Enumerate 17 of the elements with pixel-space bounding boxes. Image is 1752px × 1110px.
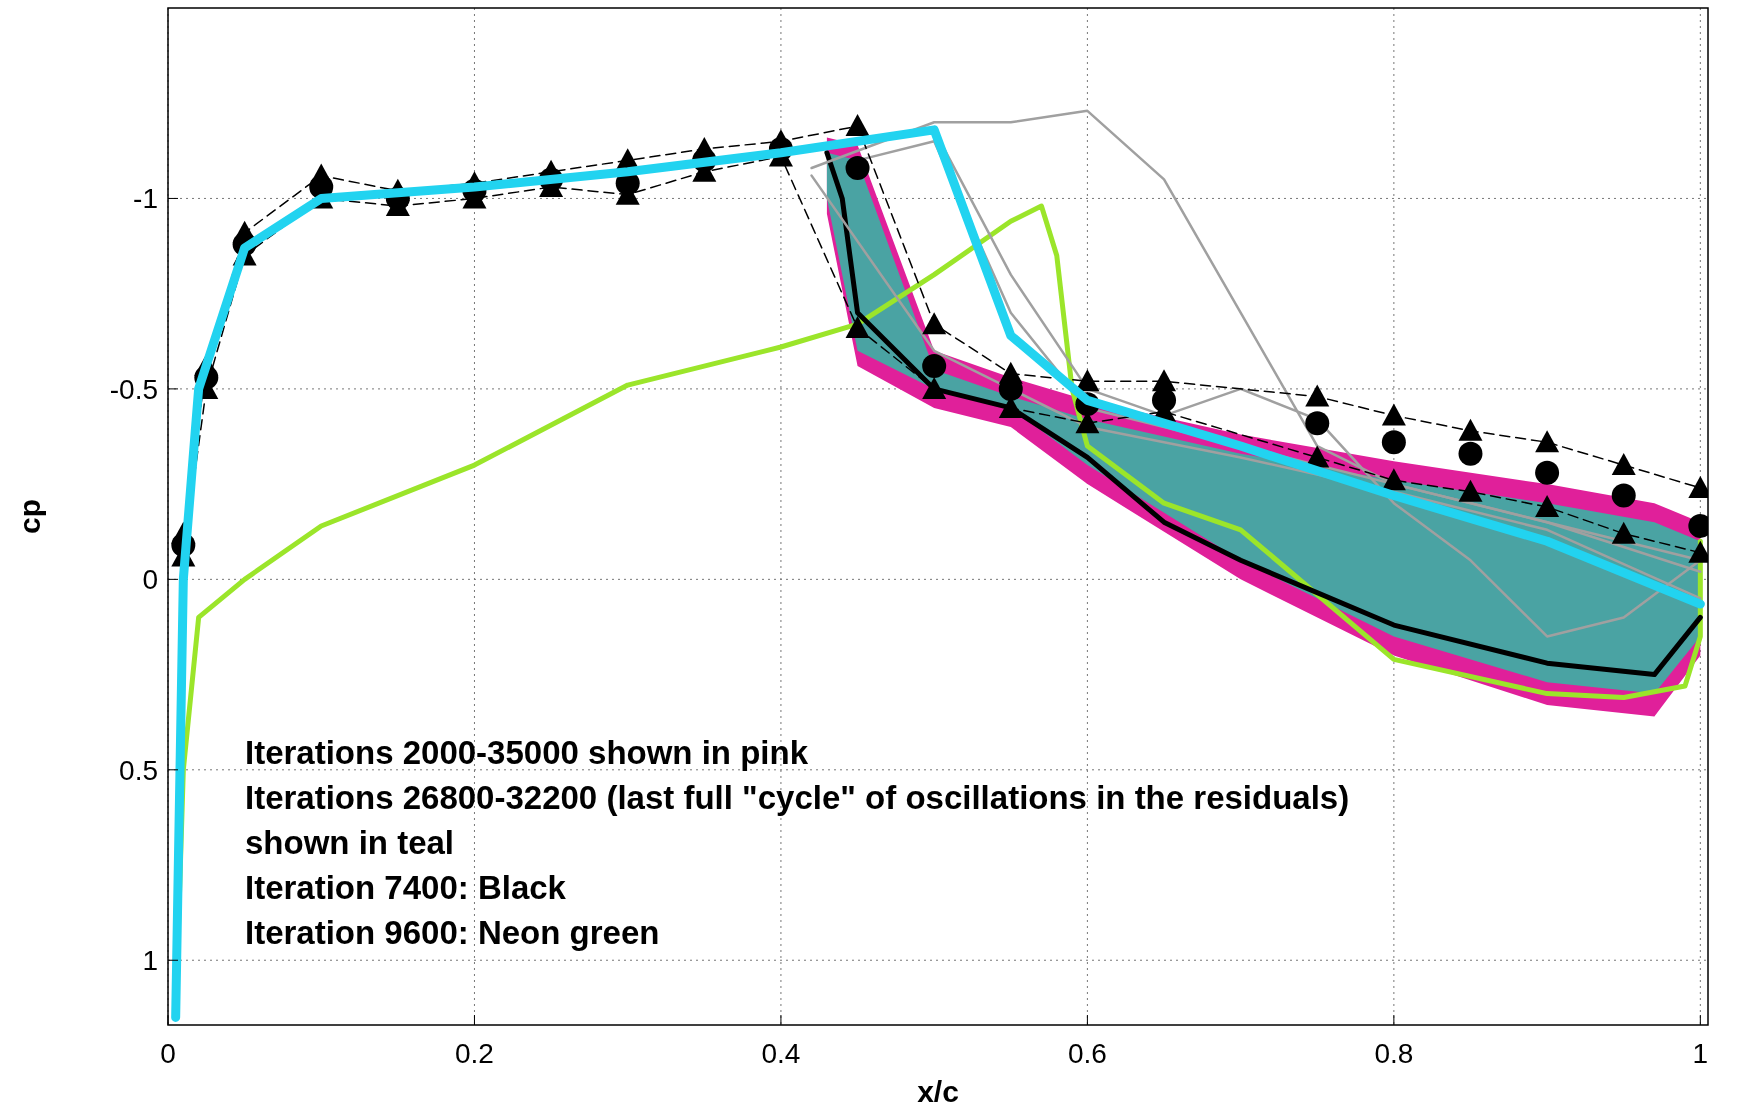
x-tick-label: 0.2 [455,1038,494,1069]
annotation: Iteration 9600: Neon green [245,914,660,951]
y-tick-label: -1 [133,183,158,215]
x-axis-title: x/c [917,1075,959,1108]
annotation: Iterations 26800-32200 (last full "cycle" of oscillations in the residuals) [245,779,1350,816]
y-tick-label: 0.5 [119,754,158,786]
x-tick-label: 0.8 [1374,1038,1414,1069]
y-tick-label: 1 [142,945,158,977]
annotation: shown in teal [245,824,455,861]
y-tick-label: -0.5 [109,373,158,405]
x-tick-label: 0.4 [761,1038,801,1069]
x-tick-label: 1 [1692,1038,1709,1069]
annotation: Iteration 7400: Black [245,869,567,906]
x-tick-label: 0.6 [1067,1038,1107,1069]
y-axis-title: cp [13,498,46,535]
y-tick-label: 0 [142,564,158,596]
annotation: Iterations 2000-35000 shown in pink [245,734,809,771]
